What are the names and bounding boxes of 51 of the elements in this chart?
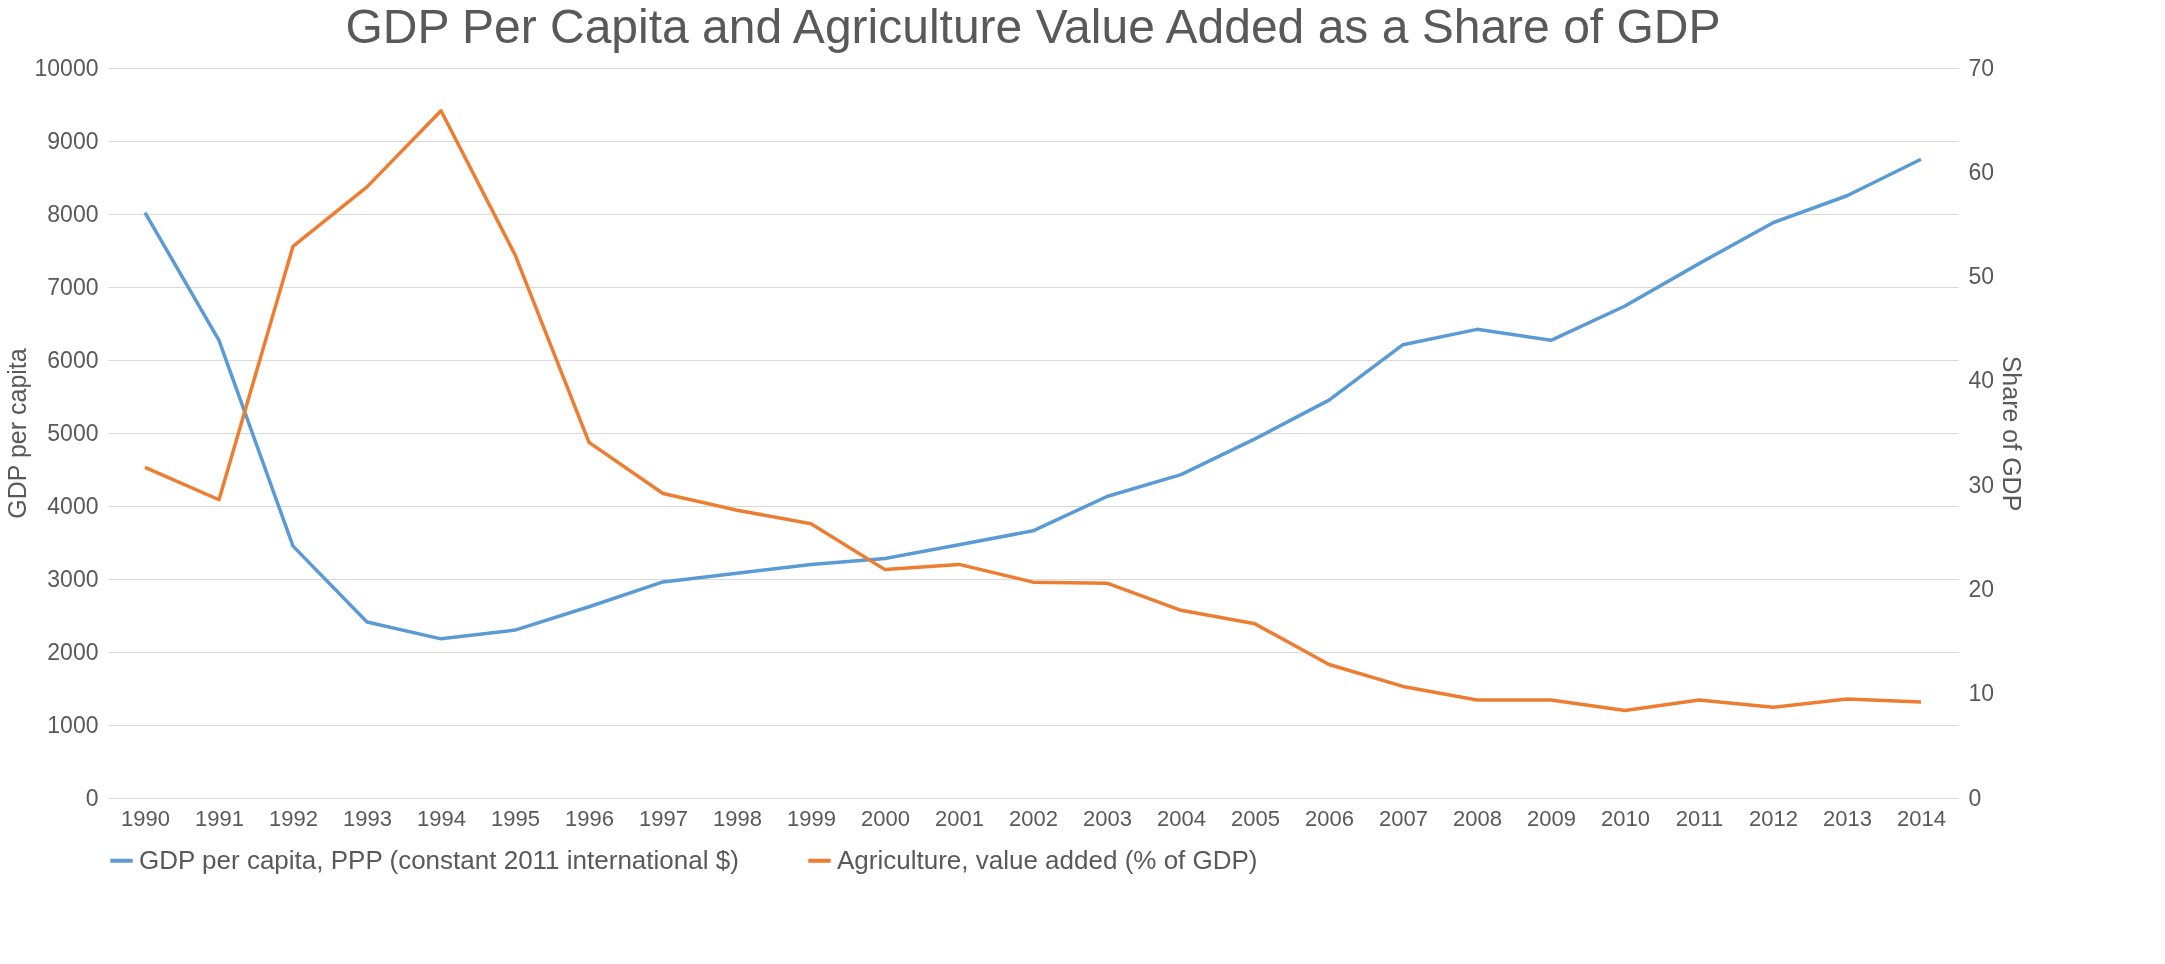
y2-tick-label: 20 <box>1968 575 1995 602</box>
y-tick-label: 9000 <box>47 127 99 154</box>
x-tick-label: 1992 <box>269 805 318 831</box>
y-tick-label: 0 <box>85 784 99 811</box>
y2-tick-label: 40 <box>1968 367 1995 394</box>
x-tick-label: 1993 <box>343 805 392 831</box>
y-tick-label: 3000 <box>47 565 99 592</box>
x-tick-label: 2013 <box>1823 805 1872 831</box>
y-tick-label: 2000 <box>47 638 99 665</box>
y2-tick-label: 0 <box>1968 784 1982 811</box>
x-tick-label: 1991 <box>195 805 244 831</box>
x-tick-label: 2014 <box>1897 805 1946 831</box>
y2-tick-label: 60 <box>1968 158 1995 185</box>
x-tick-label: 2010 <box>1601 805 1650 831</box>
y2-tick-label: 50 <box>1968 263 1995 290</box>
x-tick-label: 2007 <box>1379 805 1428 831</box>
y2-axis-title: Share of GDP <box>1998 355 2027 512</box>
x-tick-label: 2006 <box>1305 805 1354 831</box>
x-tick-label: 2001 <box>935 805 984 831</box>
y-tick-label: 4000 <box>47 492 99 519</box>
x-tick-label: 1995 <box>491 805 540 831</box>
y-tick-label: 8000 <box>47 200 99 227</box>
y-axis-title: GDP per capita <box>2 348 31 519</box>
line-series <box>143 157 1923 641</box>
x-tick-label: 2012 <box>1749 805 1798 831</box>
x-tick-label: 1990 <box>121 805 170 831</box>
x-tick-label: 1996 <box>565 805 614 831</box>
y2-tick-label: 10 <box>1968 680 1995 707</box>
x-tick-label: 2004 <box>1157 805 1206 831</box>
y2-tick-label: 30 <box>1968 471 1995 498</box>
x-tick-label: 2002 <box>1009 805 1058 831</box>
chart-title: GDP Per Capita and Agriculture Value Added as a Share of GDP <box>345 0 1721 53</box>
y-tick-label: 6000 <box>47 346 99 373</box>
y-tick-label: 10000 <box>34 54 99 81</box>
x-tick-label: 2000 <box>861 805 910 831</box>
x-tick-label: 2005 <box>1231 805 1280 831</box>
y-tick-label: 5000 <box>47 419 99 446</box>
y2-tick-label: 70 <box>1968 54 1995 81</box>
y-tick-label: 1000 <box>47 711 99 738</box>
x-tick-label: 1998 <box>713 805 762 831</box>
x-tick-label: 1994 <box>417 805 466 831</box>
legend-label: Agriculture, value added (% of GDP) <box>837 844 1258 875</box>
x-tick-label: 1997 <box>639 805 688 831</box>
x-tick-label: 2011 <box>1675 805 1724 831</box>
y-tick-label: 7000 <box>47 273 99 300</box>
x-tick-label: 2008 <box>1453 805 1502 831</box>
legend-label: GDP per capita, PPP (constant 2011 international $) <box>139 844 739 875</box>
x-tick-label: 2009 <box>1527 805 1576 831</box>
line-series <box>143 109 1923 713</box>
x-tick-label: 1999 <box>787 805 836 831</box>
x-tick-label: 2003 <box>1083 805 1132 831</box>
